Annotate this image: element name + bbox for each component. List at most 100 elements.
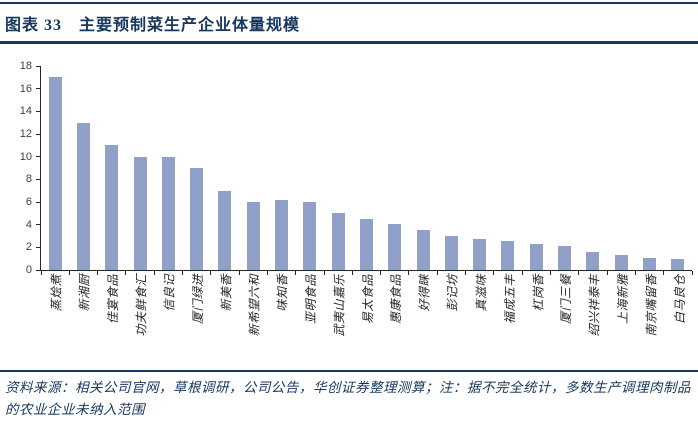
- bar-slot: [607, 66, 635, 270]
- bar-slot: [352, 66, 380, 270]
- x-tick: [606, 271, 608, 275]
- x-label-slot: 易太食品: [352, 271, 380, 371]
- x-label-slot: 惠康食品: [380, 271, 408, 371]
- y-tick: [36, 133, 40, 135]
- figure-header: 图表 33 主要预制菜生产企业体量规模: [0, 2, 698, 44]
- x-label-slot: 白马良仓: [664, 271, 692, 371]
- x-tick: [493, 271, 495, 275]
- y-tick-label: 6: [25, 196, 32, 208]
- x-tick: [380, 271, 382, 275]
- bar-好得睐: [416, 230, 430, 270]
- bar-厦门绿进: [190, 168, 204, 270]
- bar-易太食品: [359, 219, 373, 270]
- bar-slot: [409, 66, 437, 270]
- bar-绍兴祥泰丰: [586, 251, 600, 270]
- y-tick-label: 18: [19, 60, 32, 72]
- y-tick: [36, 110, 40, 112]
- x-category-label: 白马良仓: [672, 274, 687, 325]
- bar-信良记: [161, 156, 175, 270]
- x-label-slot: 杠岗香: [522, 271, 550, 371]
- figure-footnote: 资料来源：相关公司官网，草根调研，公司公告，华创证券整理测算；注：据不完全统计，…: [0, 370, 698, 422]
- x-category-label: 惠康食品: [389, 274, 404, 325]
- x-tick: [351, 271, 353, 275]
- source-note-text: 资料来源：相关公司官网，草根调研，公司公告，华创证券整理测算；注：据不完全统计，…: [5, 380, 691, 418]
- x-category-label: 彭记坊: [445, 274, 460, 312]
- x-label-slot: 南京嘴留香: [635, 271, 663, 371]
- x-category-label: 亚明食品: [304, 274, 319, 325]
- x-tick: [125, 271, 127, 275]
- y-tick: [36, 88, 40, 90]
- x-label-slot: 味知香: [267, 271, 295, 371]
- x-label-slot: 蒸烩煮: [40, 271, 68, 371]
- bar-佳宴食品: [105, 145, 119, 270]
- bar-slot: [239, 66, 267, 270]
- y-tick: [36, 269, 40, 271]
- y-axis: 0 2 4 6 8 10 12 14 16 18: [6, 60, 40, 276]
- bar-真滋味: [473, 239, 487, 270]
- bar-福成五丰: [501, 240, 515, 270]
- bar-新希望六和: [246, 202, 260, 270]
- y-tick-label: 12: [19, 128, 32, 140]
- x-tick: [691, 271, 693, 275]
- x-tick: [578, 271, 580, 275]
- bar-新美香: [218, 190, 232, 270]
- x-tick: [323, 271, 325, 275]
- y-tick-label: 16: [19, 82, 32, 95]
- bar-slot: [267, 66, 295, 270]
- x-label-slot: 真滋味: [465, 271, 493, 371]
- bar-味知香: [275, 199, 289, 270]
- bar-彭记坊: [444, 236, 458, 270]
- x-tick: [68, 271, 70, 275]
- x-category-label: 杠岗香: [531, 274, 546, 312]
- bar-slot: [522, 66, 550, 270]
- y-tick-label: 14: [19, 105, 32, 118]
- bar-slot: [579, 66, 607, 270]
- y-tick: [36, 65, 40, 67]
- x-tick: [97, 271, 99, 275]
- x-category-label: 新希望六和: [247, 274, 262, 337]
- x-category-label: 真滋味: [474, 274, 489, 312]
- bar-slot: [465, 66, 493, 270]
- bar-slot: [296, 66, 324, 270]
- x-label-slot: 信良记: [153, 271, 181, 371]
- bar-功夫鲜食汇: [133, 156, 147, 270]
- x-category-label: 绍兴祥泰丰: [587, 274, 602, 337]
- x-tick: [238, 271, 240, 275]
- figure-title: 图表 33 主要预制菜生产企业体量规模: [5, 17, 301, 34]
- y-tick-label: 0: [25, 264, 32, 276]
- x-label-slot: 厦门三餐: [550, 271, 578, 371]
- x-category-label: 佳宴食品: [105, 274, 120, 325]
- bar-slot: [437, 66, 465, 270]
- x-tick: [465, 271, 467, 275]
- bar-厦门三餐: [557, 246, 571, 270]
- x-tick: [408, 271, 410, 275]
- x-tick: [266, 271, 268, 275]
- x-label-slot: 新美香: [210, 271, 238, 371]
- x-category-label: 南京嘴留香: [644, 274, 659, 337]
- x-tick: [436, 271, 438, 275]
- x-label-slot: 福成五丰: [494, 271, 522, 371]
- bar-新湘厨: [76, 122, 90, 270]
- x-category-label: 蒸烩煮: [49, 274, 64, 312]
- x-label-slot: 亚明食品: [295, 271, 323, 371]
- x-category-label: 厦门三餐: [559, 274, 574, 325]
- y-tick-label: 4: [25, 218, 32, 231]
- bar-slot: [664, 66, 692, 270]
- bar-slot: [211, 66, 239, 270]
- x-category-label: 易太食品: [360, 274, 375, 325]
- x-category-label: 功夫鲜食汇: [134, 274, 149, 337]
- x-category-label: 新美香: [219, 274, 234, 312]
- x-tick: [295, 271, 297, 275]
- x-category-label: 厦门绿进: [190, 274, 205, 325]
- bar-slot: [98, 66, 126, 270]
- bar-白马良仓: [671, 258, 685, 270]
- x-category-label: 新湘厨: [77, 274, 92, 312]
- x-tick: [663, 271, 665, 275]
- plot-column: 蒸烩煮 新湘厨 佳宴食品 功夫鲜食汇 信良记 厦门绿进 新美香 新希望六和 味知香 亚明食品 武夷山…: [40, 66, 693, 371]
- bar-蒸烩煮: [48, 77, 62, 270]
- x-label-slot: 武夷山嘉乐: [323, 271, 351, 371]
- x-label-slot: 新湘厨: [68, 271, 96, 371]
- bar-chart: 0 2 4 6 8 10 12 14 16 18 蒸烩煮 新湘厨 佳宴食品 功夫鲜食汇 信良记 厦门绿进 新美…: [6, 60, 693, 371]
- x-label-slot: 绍兴祥泰丰: [579, 271, 607, 371]
- y-tick: [36, 201, 40, 203]
